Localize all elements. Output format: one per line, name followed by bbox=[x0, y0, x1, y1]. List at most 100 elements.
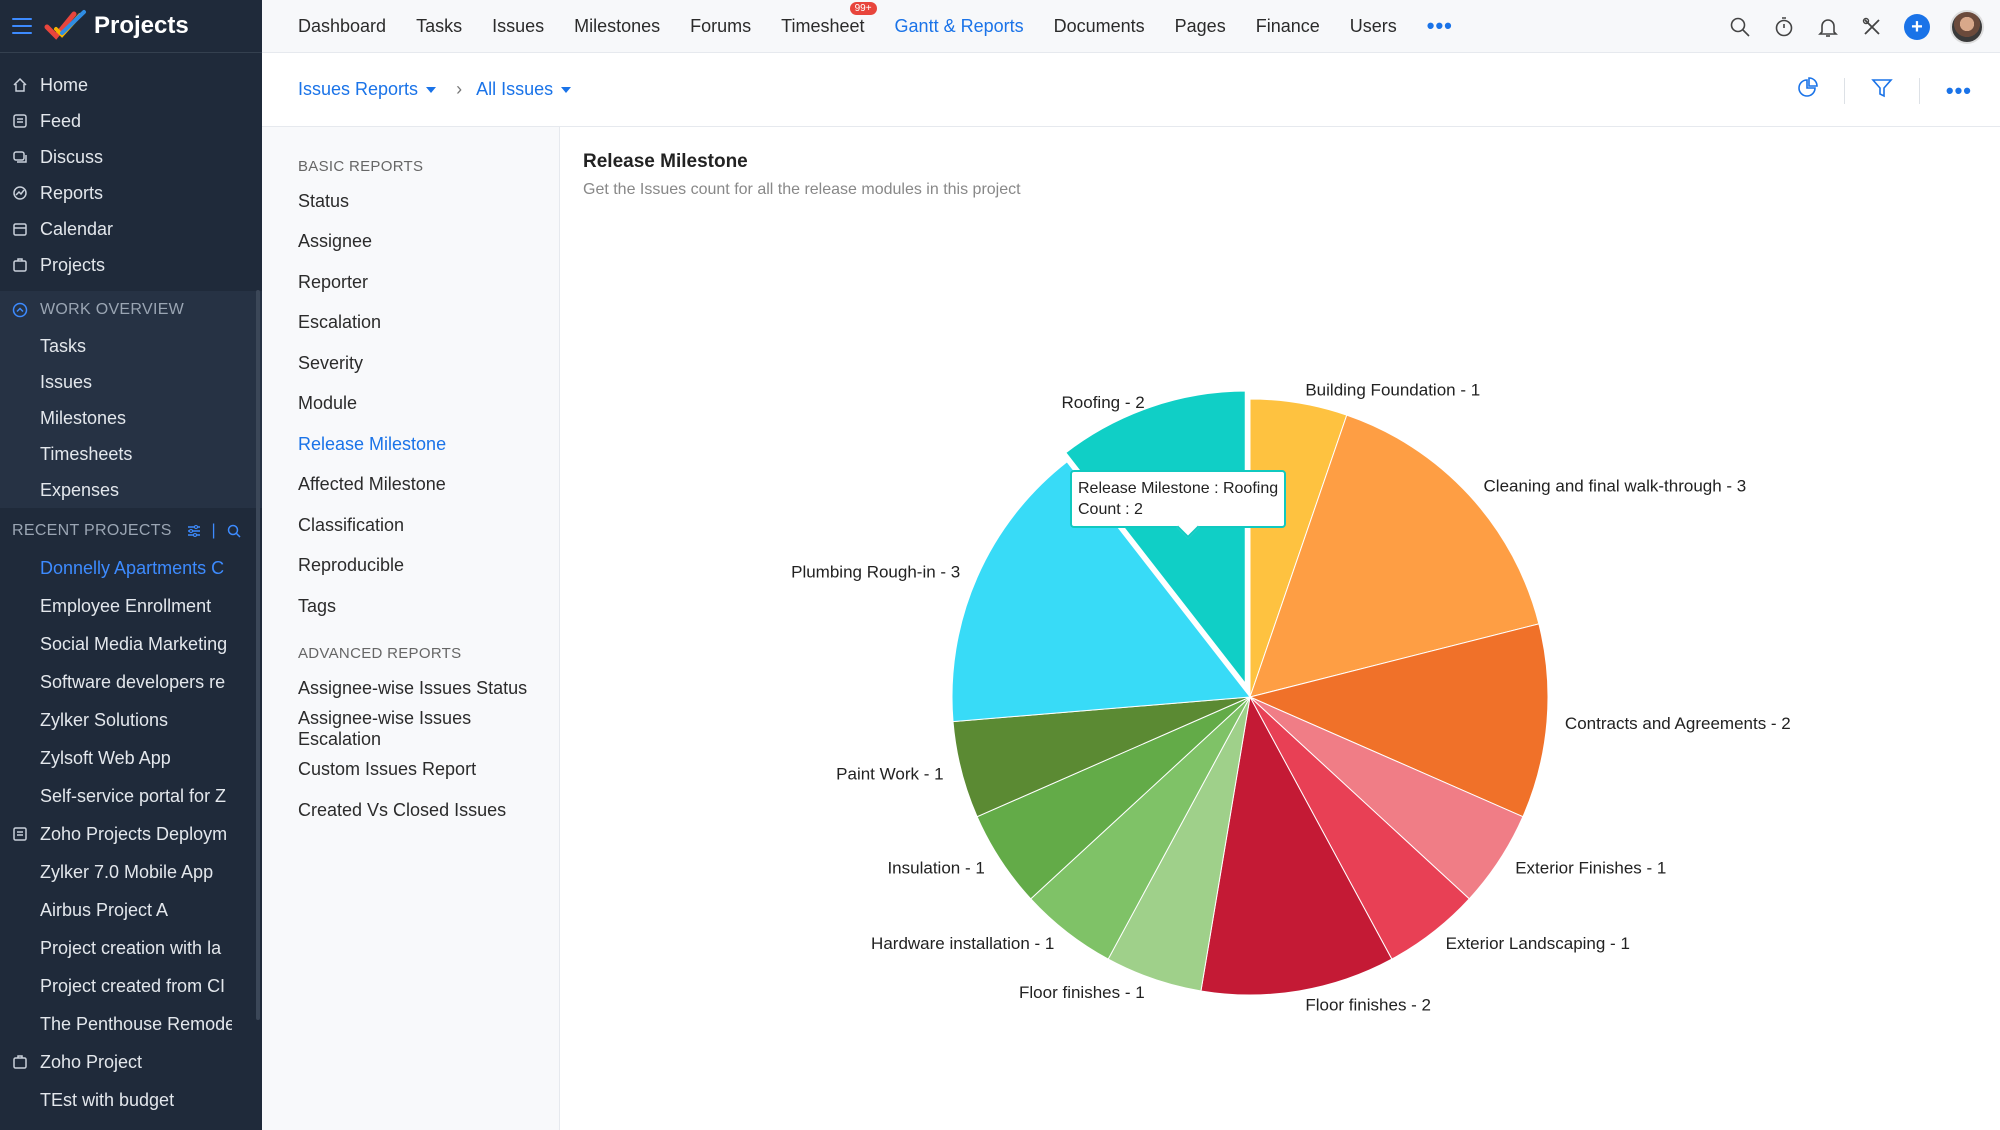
report-item-release-milestone[interactable]: Release Milestone bbox=[298, 433, 447, 454]
sidebar-scrollbar[interactable] bbox=[256, 290, 260, 1020]
portfolio-icon bbox=[13, 827, 27, 841]
report-item-assignee-wise-status[interactable]: Assignee-wise Issues Status bbox=[298, 678, 528, 699]
search-icon[interactable] bbox=[226, 523, 242, 539]
sidebar-item-tasks[interactable]: Tasks bbox=[40, 335, 87, 356]
tab-tasks[interactable]: Tasks bbox=[416, 15, 463, 36]
report-header: Issues Reports › All Issues ••• bbox=[262, 53, 2000, 127]
recent-project-label: Zoho Project bbox=[40, 1051, 143, 1072]
advanced-reports-heading: ADVANCED REPORTS bbox=[298, 645, 462, 662]
tab-milestones[interactable]: Milestones bbox=[574, 15, 661, 36]
sidebar-item-reports[interactable]: Reports bbox=[0, 175, 262, 211]
recent-project-item[interactable]: Social Media Marketing bbox=[40, 633, 228, 654]
main-nav: Home Feed Discuss Reports Calendar Proje… bbox=[0, 53, 262, 283]
add-new-icon[interactable]: + bbox=[1904, 14, 1930, 40]
sidebar-item-label: Home bbox=[40, 74, 89, 95]
chart-type-icon[interactable] bbox=[1796, 77, 1818, 104]
brand-bar: Projects bbox=[0, 0, 262, 53]
tab-gantt-reports[interactable]: Gantt & Reports bbox=[894, 15, 1024, 36]
search-icon[interactable] bbox=[1728, 15, 1752, 39]
recent-project-item[interactable]: Self-service portal for Z bbox=[40, 785, 227, 806]
timer-icon[interactable] bbox=[1772, 15, 1796, 39]
tab-forums[interactable]: Forums bbox=[690, 15, 752, 36]
filter-icon[interactable] bbox=[1871, 77, 1893, 104]
pie-label-paint-work-9: Paint Work - 1 bbox=[836, 765, 943, 784]
report-item-reproducible[interactable]: Reproducible bbox=[298, 555, 405, 576]
recent-project-item[interactable]: Project creation with la bbox=[40, 937, 222, 958]
work-overview-section: WORK OVERVIEW Tasks Issues Milestones Ti… bbox=[0, 291, 262, 508]
recent-projects-header: RECENT PROJECTS | bbox=[0, 512, 262, 549]
bell-icon[interactable] bbox=[1816, 15, 1840, 39]
sidebar-item-feed[interactable]: Feed bbox=[0, 103, 262, 139]
more-options-icon[interactable]: ••• bbox=[1945, 77, 1972, 103]
report-item-escalation[interactable]: Escalation bbox=[298, 312, 382, 333]
pie-slice-floor-finishes-5[interactable] bbox=[1200, 695, 1393, 996]
recent-project-item[interactable]: Donnelly Apartments C bbox=[40, 557, 225, 578]
tab-timesheet-label: Timesheet bbox=[781, 15, 865, 36]
recent-project-item[interactable]: Zylker Solutions bbox=[40, 709, 169, 730]
report-description: Get the Issues count for all the release… bbox=[583, 181, 1021, 198]
user-avatar[interactable] bbox=[1950, 10, 1984, 44]
hamburger-menu-icon[interactable] bbox=[12, 18, 32, 34]
sidebar-item-discuss[interactable]: Discuss bbox=[0, 139, 262, 175]
sidebar-item-calendar[interactable]: Calendar bbox=[0, 211, 262, 247]
issues-reports-dropdown[interactable]: Issues Reports bbox=[298, 79, 437, 100]
tools-icon[interactable] bbox=[1860, 15, 1884, 39]
tab-documents[interactable]: Documents bbox=[1053, 15, 1145, 36]
report-item-assignee[interactable]: Assignee bbox=[298, 231, 373, 252]
sidebar: Projects Home Feed Discuss Reports Calen… bbox=[0, 0, 262, 1130]
report-item-status[interactable]: Status bbox=[298, 190, 350, 211]
recent-project-item[interactable]: Zylker 7.0 Mobile App bbox=[40, 861, 214, 882]
report-item-tags[interactable]: Tags bbox=[298, 595, 337, 616]
recent-project-item[interactable]: Software developers re bbox=[40, 671, 226, 692]
top-actions: + bbox=[1728, 10, 1984, 44]
more-tabs-icon[interactable]: ••• bbox=[1426, 13, 1453, 38]
tab-finance[interactable]: Finance bbox=[1255, 15, 1320, 36]
sidebar-item-expenses[interactable]: Expenses bbox=[40, 479, 120, 500]
pie-chart: Building Foundation - 1 Cleaning and fina… bbox=[791, 380, 1791, 1014]
sidebar-item-milestones[interactable]: Milestones bbox=[40, 407, 127, 428]
pie-label-contracts-and-agreements-2: Contracts and Agreements - 2 bbox=[1565, 714, 1791, 733]
report-item-assignee-wise-escalation[interactable]: Assignee-wise Issues Escalation bbox=[298, 708, 472, 750]
pie-label-insulation-8: Insulation - 1 bbox=[887, 859, 984, 878]
pie-label-hardware-installation-7: Hardware installation - 1 bbox=[871, 934, 1054, 953]
report-item-module[interactable]: Module bbox=[298, 393, 358, 414]
filter-sliders-icon[interactable] bbox=[186, 523, 202, 539]
sidebar-item-timesheets[interactable]: Timesheets bbox=[40, 443, 133, 464]
report-item-affected-milestone[interactable]: Affected Milestone bbox=[298, 474, 446, 495]
divider: | bbox=[211, 521, 216, 539]
recent-project-item[interactable]: Employee Enrollment bbox=[40, 595, 212, 616]
sidebar-item-home[interactable]: Home bbox=[0, 67, 262, 103]
pie-slice-cleaning-and-final-walk-through-1[interactable] bbox=[1249, 414, 1540, 698]
breadcrumb-separator-icon: › bbox=[456, 79, 463, 99]
tab-issues[interactable]: Issues bbox=[492, 15, 545, 36]
projects-icon bbox=[12, 257, 28, 273]
tab-timesheet[interactable]: Timesheet 99+ bbox=[781, 1, 877, 37]
report-item-classification[interactable]: Classification bbox=[298, 514, 405, 535]
work-overview-header[interactable]: WORK OVERVIEW bbox=[0, 291, 262, 328]
tab-dashboard[interactable]: Dashboard bbox=[298, 15, 387, 36]
sidebar-item-projects[interactable]: Projects bbox=[0, 247, 262, 283]
pie-slice-roofing-11[interactable] bbox=[1060, 387, 1249, 694]
report-item-reporter[interactable]: Reporter bbox=[298, 271, 369, 292]
report-item-created-vs-closed[interactable]: Created Vs Closed Issues bbox=[298, 799, 507, 820]
tab-users[interactable]: Users bbox=[1349, 15, 1397, 36]
all-issues-dropdown[interactable]: All Issues bbox=[476, 79, 572, 100]
top-navigation-bar: Dashboard Tasks Issues Milestones Forums… bbox=[262, 0, 2000, 53]
pie-slice-contracts-and-agreements-2[interactable] bbox=[1248, 623, 1549, 818]
recent-project-item[interactable]: The Penthouse Remode bbox=[40, 1013, 232, 1034]
recent-project-item[interactable]: Airbus Project A bbox=[40, 899, 169, 920]
recent-projects-list: Donnelly Apartments C Employee Enrollmen… bbox=[0, 549, 262, 1119]
recent-project-item[interactable]: Project created from CI bbox=[40, 975, 226, 996]
tab-pages[interactable]: Pages bbox=[1174, 15, 1226, 36]
sidebar-item-issues[interactable]: Issues bbox=[40, 371, 93, 392]
recent-project-item[interactable]: Zoho Projects Deploym bbox=[0, 815, 232, 853]
report-item-custom-issues-report[interactable]: Custom Issues Report bbox=[298, 759, 477, 780]
recent-project-item[interactable]: Zylsoft Web App bbox=[40, 747, 171, 768]
recent-project-item[interactable]: TEst with budget bbox=[40, 1089, 175, 1110]
sidebar-item-label: Discuss bbox=[40, 146, 104, 167]
recent-project-item[interactable]: Zoho Project bbox=[0, 1043, 232, 1081]
zoho-projects-logo bbox=[44, 10, 86, 40]
pie-label-building-foundation-0: Building Foundation - 1 bbox=[1305, 380, 1480, 399]
pie-slice-plumbing-rough-in-10[interactable] bbox=[951, 461, 1251, 723]
report-item-severity[interactable]: Severity bbox=[298, 352, 364, 373]
